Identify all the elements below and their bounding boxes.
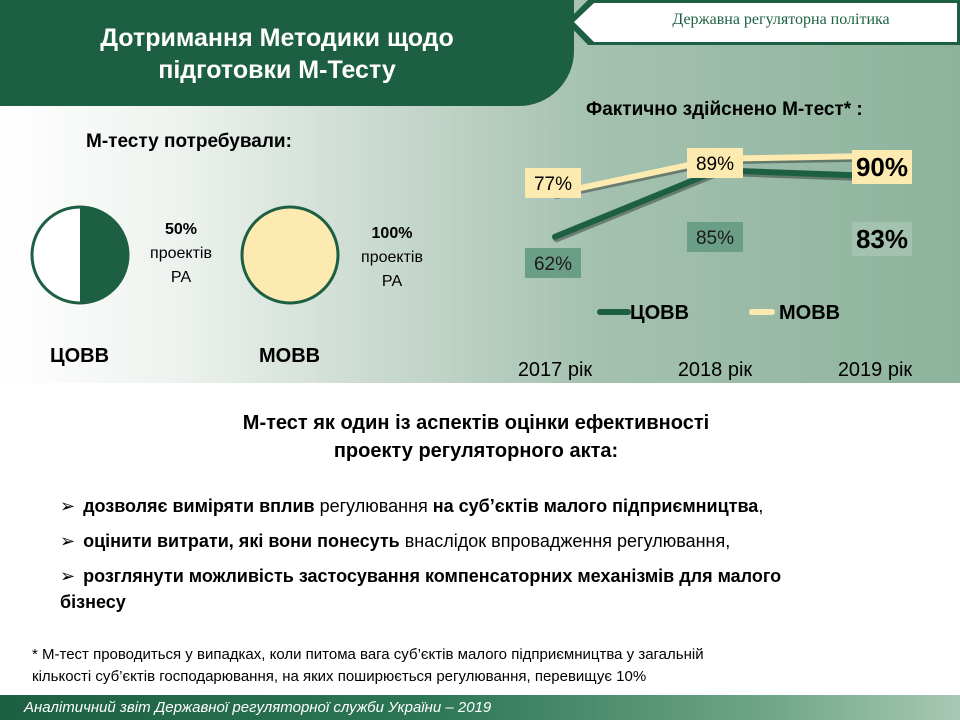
legend-label-movv: МОВВ [779, 302, 840, 324]
category-label-covv: ЦОВВ [50, 345, 110, 367]
pie-label-movv: 100% проектів РА [346, 222, 438, 294]
data-label-ЦОВВ-2: 83% [856, 224, 908, 254]
data-label-bg-ЦОВВ-0 [525, 248, 581, 278]
section-heading-line-1: М-тест як один із аспектів оцінки ефекти… [242, 412, 710, 434]
arrow-bullet-icon: ➢ [60, 531, 76, 551]
bullet-bold-text: на суб’єктів малого підприємництва [432, 496, 759, 516]
x-tick-label: 2019 рік [838, 359, 913, 381]
footnote-line-2: кількості суб’єктів господарювання, на я… [32, 668, 647, 685]
bullet-text: регулювання [314, 496, 433, 516]
badge-shape [566, 0, 960, 45]
arrow-bullet-icon: ➢ [60, 566, 76, 586]
line-chart: 62% 85% 83% 77% 89% 90% ЦОВВ МОВВ 2017 рік 2018 р… [518, 148, 913, 381]
list-item: ➢ розглянути можливість застосування комп… [60, 563, 918, 615]
page-title-line-2: підготовки М-Тесту [158, 56, 396, 84]
section-badge-label: Державна регуляторна політика [672, 11, 890, 28]
arrow-bullet-icon: ➢ [60, 496, 76, 516]
data-label-bg-ЦОВВ-2 [852, 222, 912, 256]
section-heading-line-2: проекту регуляторного акта: [333, 440, 619, 462]
bullet-bold-text: дозволяє виміряти вплив [83, 496, 315, 516]
right-panel-heading: Фактично здійснено М-тест* : [586, 99, 863, 120]
data-label-bg-МОВВ-1 [687, 148, 743, 178]
bullet-list: ➢ дозволяє виміряти вплив регулювання на … [60, 493, 918, 624]
footnote: * М-тест проводиться у випадках, коли пи… [32, 644, 932, 688]
pie-label-line3-covv: РА [170, 269, 192, 286]
x-tick-label: 2017 рік [518, 359, 593, 381]
data-label-bg-ЦОВВ-1 [687, 222, 743, 252]
pie-percent-covv: 50% [164, 221, 198, 238]
bullet-bold-text: розглянути можливість застосування компе… [83, 566, 782, 586]
x-tick-label: 2018 рік [678, 359, 753, 381]
bullet-text: внаслідок впровадження регулювання, [399, 531, 731, 551]
data-label-МОВВ-0: 77% [534, 174, 572, 195]
section-badge: Державна регуляторна політика [566, 0, 960, 45]
bullet-text: , [758, 496, 764, 516]
data-label-ЦОВВ-0: 62% [534, 254, 572, 275]
list-item: ➢ оцінити витрати, які вони понесуть внас… [60, 528, 918, 554]
pie-chart-movv [240, 205, 340, 305]
pie-label-line3-movv: РА [381, 273, 403, 290]
page-title: Дотримання Методики щодо підготовки М-Те… [0, 0, 574, 106]
category-label-movv: МОВВ [259, 345, 321, 367]
section-heading: М-тест як один із аспектів оцінки ефекти… [0, 409, 952, 465]
legend-label-covv: ЦОВВ [630, 302, 689, 324]
footnote-line-1: * М-тест проводиться у випадках, коли пи… [32, 646, 704, 663]
page-title-line-1: Дотримання Методики щодо [100, 24, 454, 52]
footer-bar: Аналітичний звіт Державної регуляторної … [0, 695, 960, 720]
pie-percent-movv: 100% [371, 225, 413, 242]
pie-slice-movv [240, 205, 340, 305]
pie-chart-covv [30, 205, 130, 305]
pie-label-line2-movv: проектів [361, 249, 423, 266]
list-item: ➢ дозволяє виміряти вплив регулювання на … [60, 493, 918, 519]
data-label-МОВВ-2: 90% [856, 152, 908, 182]
pie-label-covv: 50% проектів РА [136, 218, 226, 290]
data-label-bg-МОВВ-2 [852, 150, 912, 184]
pie-label-line2-covv: проектів [150, 245, 212, 262]
pie-slice-covv [80, 207, 128, 303]
left-panel-heading: М-тесту потребували: [86, 131, 292, 152]
data-label-МОВВ-1: 89% [696, 154, 734, 175]
bullet-bold-text: бізнесу [60, 592, 126, 612]
data-label-ЦОВВ-1: 85% [696, 228, 734, 249]
bullet-bold-text: оцінити витрати, які вони понесуть [83, 531, 400, 551]
data-label-bg-МОВВ-0 [525, 168, 581, 198]
